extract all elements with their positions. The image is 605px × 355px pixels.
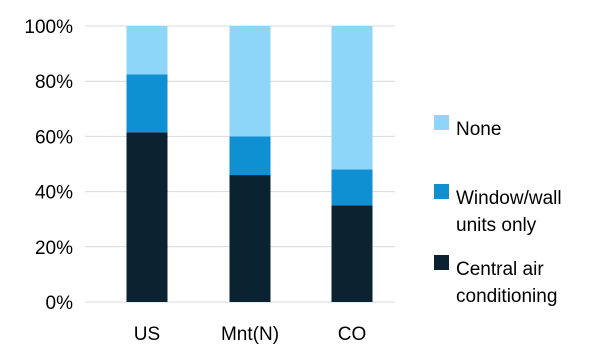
- x-tick-label: CO: [338, 324, 367, 345]
- y-tick-labels: 0% 20% 40% 60% 80% 100%: [24, 17, 73, 314]
- legend-swatch: [434, 115, 449, 130]
- x-tick-label: Mnt(N): [221, 324, 279, 345]
- bars: [126, 26, 373, 302]
- y-tick-label: 20%: [35, 238, 73, 259]
- bar-segment: [331, 26, 373, 170]
- y-tick-label: 100%: [24, 17, 73, 38]
- legend-label: conditioning: [456, 286, 557, 307]
- bar-segment: [126, 74, 168, 133]
- legend-label: units only: [456, 215, 537, 236]
- legend-swatch: [434, 184, 449, 199]
- y-tick-label: 60%: [35, 127, 73, 148]
- y-tick-label: 80%: [35, 72, 73, 93]
- bar-segment: [229, 26, 271, 137]
- bar-segment: [331, 169, 373, 206]
- legend-label: Central air: [456, 259, 544, 280]
- bar-segment: [229, 136, 271, 176]
- x-tick-labels: US Mnt(N) CO: [134, 324, 366, 345]
- y-tick-label: 40%: [35, 183, 73, 204]
- bar-segment: [331, 205, 373, 302]
- bar-segment: [126, 26, 168, 75]
- legend-label: None: [456, 119, 501, 140]
- legend-swatch: [434, 255, 449, 270]
- y-tick-label: 0%: [46, 293, 74, 314]
- bar-segment: [126, 132, 168, 302]
- bar-segment: [229, 175, 271, 302]
- legend: None Window/wall units only Central air cond…: [434, 115, 562, 307]
- x-tick-label: US: [134, 324, 160, 345]
- legend-label: Window/wall: [456, 188, 562, 209]
